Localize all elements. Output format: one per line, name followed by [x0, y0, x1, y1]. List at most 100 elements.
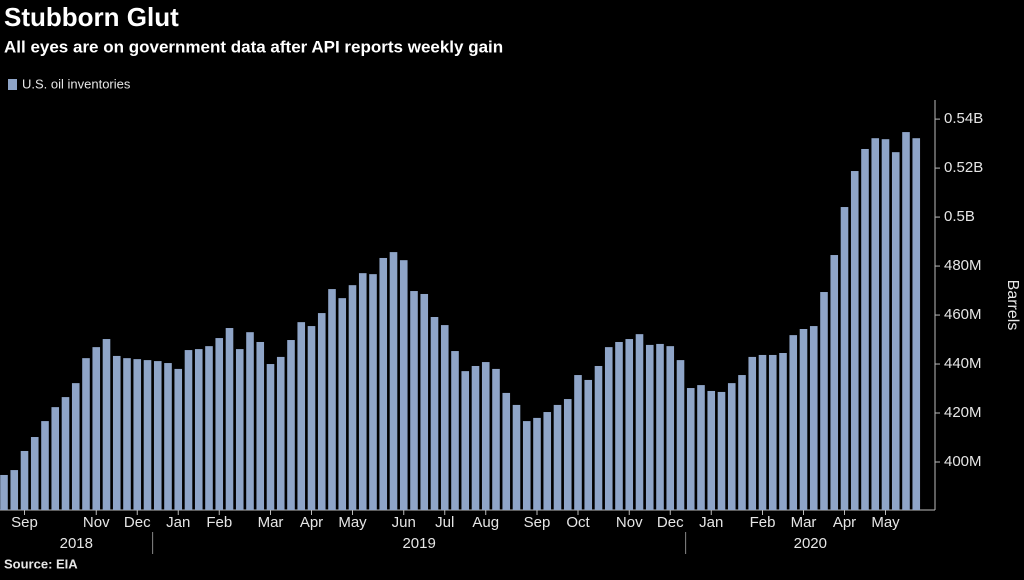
legend-swatch	[8, 79, 17, 90]
y-tick-label: 0.52B	[944, 159, 983, 176]
bar	[492, 368, 500, 510]
x-tick-label: Mar	[258, 514, 284, 531]
y-tick-label: 400M	[944, 453, 982, 470]
x-tick-label: Oct	[566, 514, 590, 531]
bar	[779, 353, 787, 510]
x-tick-label: Nov	[83, 514, 110, 531]
bar	[338, 298, 347, 510]
x-tick-label: Sep	[524, 514, 551, 531]
bar	[328, 289, 336, 510]
bar	[389, 252, 398, 510]
bar	[799, 329, 808, 510]
bar	[287, 340, 295, 510]
bar	[512, 404, 521, 510]
bar	[481, 362, 490, 510]
bar	[850, 171, 859, 511]
bar	[727, 383, 736, 510]
bar	[194, 349, 203, 510]
x-tick-label: May	[871, 514, 900, 531]
bar	[10, 470, 19, 510]
bar	[881, 139, 890, 511]
bar	[102, 339, 111, 510]
bar	[276, 356, 285, 510]
bar	[297, 322, 306, 510]
bar	[348, 285, 357, 510]
bar	[758, 354, 767, 510]
bar	[830, 255, 839, 510]
bar	[522, 421, 531, 510]
bar	[676, 360, 685, 510]
y-tick-label: 0.54B	[944, 110, 983, 127]
bar	[543, 412, 552, 510]
bar	[215, 338, 224, 510]
bar	[533, 417, 541, 510]
bar	[461, 371, 470, 510]
x-tick-label: Feb	[206, 514, 232, 531]
bar	[133, 359, 142, 510]
bar	[317, 313, 326, 510]
chart-title: Stubborn Glut	[4, 2, 179, 32]
bar	[30, 437, 39, 510]
bar	[584, 379, 593, 510]
x-group-label: 2020	[794, 535, 827, 552]
x-tick-label: Sep	[11, 514, 38, 531]
bar	[656, 343, 664, 510]
bar	[256, 341, 265, 510]
bar	[123, 358, 131, 510]
x-tick-label: Jun	[392, 514, 416, 531]
bar	[748, 356, 757, 510]
bar	[184, 350, 193, 510]
bar	[225, 328, 234, 510]
bar	[871, 138, 880, 510]
bar	[307, 326, 316, 510]
x-tick-label: Dec	[657, 514, 684, 531]
bar	[717, 391, 726, 510]
bar	[153, 361, 162, 510]
bar	[820, 292, 828, 510]
bar	[440, 325, 449, 510]
x-tick-label: Mar	[791, 514, 817, 531]
x-group-label: 2018	[60, 535, 93, 552]
legend-label: U.S. oil inventories	[22, 76, 131, 91]
y-tick-label: 420M	[944, 404, 982, 421]
bar	[235, 349, 244, 510]
x-tick-label: Jul	[435, 514, 454, 531]
bar	[563, 399, 572, 510]
bar	[707, 390, 716, 510]
bar	[604, 347, 613, 510]
bar	[840, 207, 849, 510]
bar	[645, 344, 654, 510]
x-tick-label: Dec	[124, 514, 151, 531]
bar	[430, 317, 439, 510]
bar	[912, 138, 921, 510]
bar	[635, 334, 644, 510]
bar	[82, 358, 90, 510]
x-group-label: 2019	[402, 535, 435, 552]
bar	[574, 375, 582, 510]
y-tick-label: 460M	[944, 306, 982, 323]
x-tick-label: Apr	[300, 514, 323, 531]
bar	[471, 365, 480, 510]
bar	[399, 260, 408, 510]
bar	[41, 421, 49, 510]
bar	[666, 346, 675, 510]
bar	[61, 397, 70, 510]
bar	[697, 385, 705, 510]
bar	[205, 346, 213, 510]
bar	[861, 148, 869, 510]
x-tick-label: Jan	[699, 514, 723, 531]
bar	[615, 341, 623, 510]
bar	[174, 368, 183, 510]
x-tick-label: Feb	[750, 514, 776, 531]
bar	[625, 339, 634, 510]
bar	[246, 332, 254, 510]
y-tick-label: 0.5B	[944, 208, 975, 225]
x-tick-label: May	[338, 514, 367, 531]
bar	[809, 326, 818, 510]
bar	[768, 354, 777, 510]
chart-subtitle: All eyes are on government data after AP…	[4, 37, 503, 56]
bar	[143, 360, 152, 510]
